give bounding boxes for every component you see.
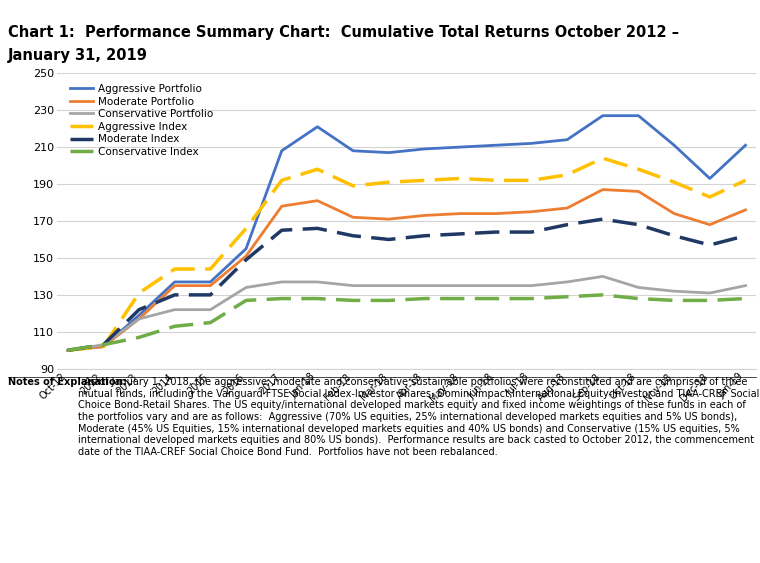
Text: As of January 1, 2018, the aggressive, moderate and conservative sustainable por: As of January 1, 2018, the aggressive, m… [78,377,759,457]
Text: Chart 1:  Performance Summary Chart:  Cumulative Total Returns October 2012 –: Chart 1: Performance Summary Chart: Cumu… [8,25,679,41]
Legend: Aggressive Portfolio, Moderate Portfolio, Conservative Portfolio, Aggressive Ind: Aggressive Portfolio, Moderate Portfolio… [65,80,217,161]
Text: Notes of Explanation:: Notes of Explanation: [8,377,126,387]
Text: January 31, 2019: January 31, 2019 [8,48,147,63]
